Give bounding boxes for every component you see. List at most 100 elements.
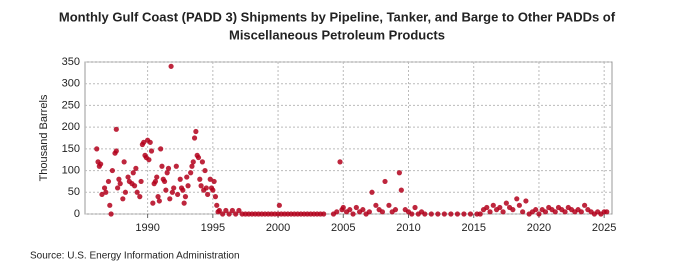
point: [191, 135, 198, 141]
y-tick-label: 200: [62, 121, 80, 133]
point: [141, 139, 147, 145]
point: [130, 170, 136, 176]
point: [226, 211, 232, 217]
point: [108, 211, 114, 217]
point: [276, 202, 282, 208]
point: [533, 207, 539, 213]
point: [163, 187, 169, 193]
point: [409, 211, 415, 217]
point: [223, 207, 229, 214]
point: [220, 211, 226, 217]
x-tick-label: 2015: [461, 222, 485, 234]
point: [177, 176, 183, 182]
point: [340, 204, 346, 211]
y-tick-label: 50: [68, 186, 80, 198]
y-tick-label: 300: [62, 78, 80, 90]
x-tick-label: 2025: [592, 222, 616, 234]
point: [152, 178, 159, 185]
point: [116, 176, 122, 182]
point: [236, 207, 242, 214]
point: [175, 191, 181, 198]
point: [477, 211, 483, 217]
point: [138, 178, 144, 185]
point: [150, 200, 156, 206]
point: [536, 211, 542, 217]
y-tick-label: 250: [62, 99, 80, 111]
source: Source: U.S. Energy Information Administ…: [30, 251, 240, 262]
point: [184, 174, 190, 180]
point: [199, 159, 206, 165]
point: [441, 211, 447, 217]
point: [202, 167, 208, 174]
point: [180, 187, 186, 193]
point: [461, 211, 467, 217]
point: [386, 202, 392, 208]
point: [216, 207, 222, 214]
point: [156, 198, 162, 204]
point: [366, 209, 372, 215]
point: [189, 163, 195, 169]
point: [490, 202, 496, 208]
point: [503, 200, 509, 206]
point: [373, 202, 379, 208]
point: [131, 183, 138, 189]
point: [120, 196, 126, 202]
point: [171, 185, 177, 191]
point: [146, 157, 152, 163]
point: [523, 198, 529, 204]
point: [542, 209, 549, 215]
point: [185, 183, 191, 189]
y-tick-label: 100: [62, 164, 80, 176]
point: [205, 191, 211, 198]
chart-subtitle: Miscellaneous Petroleum Products: [229, 27, 445, 42]
point: [165, 165, 172, 171]
point: [164, 170, 170, 176]
point: [382, 178, 388, 185]
plot-frame: [84, 61, 613, 215]
point: [510, 207, 516, 213]
point: [582, 202, 588, 208]
point: [148, 148, 155, 154]
point: [195, 154, 202, 161]
point: [500, 209, 506, 215]
point: [467, 211, 474, 217]
x-tick-label: 1995: [201, 222, 225, 234]
point: [520, 209, 526, 215]
point: [514, 196, 520, 202]
point: [167, 196, 173, 202]
point: [94, 146, 100, 152]
point: [347, 207, 353, 213]
point: [147, 139, 153, 145]
point: [497, 204, 503, 211]
point: [604, 209, 610, 215]
point: [109, 167, 115, 174]
chart-title: Monthly Gulf Coast (PADD 3) Shipments by…: [59, 9, 616, 24]
point: [197, 176, 203, 182]
x-tick-label: 2000: [266, 222, 290, 234]
point: [516, 202, 522, 208]
point: [448, 211, 454, 217]
point: [229, 207, 236, 214]
point: [168, 63, 174, 69]
point: [379, 209, 386, 215]
y-tick-label: 350: [62, 56, 80, 68]
y-axis-label: Thousand Barrels: [38, 94, 50, 181]
point: [214, 202, 220, 208]
point: [369, 189, 375, 195]
point: [484, 204, 490, 211]
x-tick-label: 2005: [331, 222, 355, 234]
point: [122, 189, 129, 195]
point: [98, 161, 104, 167]
point: [182, 194, 189, 200]
y-tick-label: 0: [74, 208, 80, 220]
x-tick-label: 2020: [527, 222, 551, 234]
point: [212, 194, 219, 200]
point: [428, 211, 434, 217]
point: [350, 211, 356, 217]
point: [398, 187, 404, 193]
x-tick-label: 1990: [135, 222, 159, 234]
point: [101, 185, 108, 191]
point: [210, 187, 216, 193]
point: [107, 202, 113, 208]
